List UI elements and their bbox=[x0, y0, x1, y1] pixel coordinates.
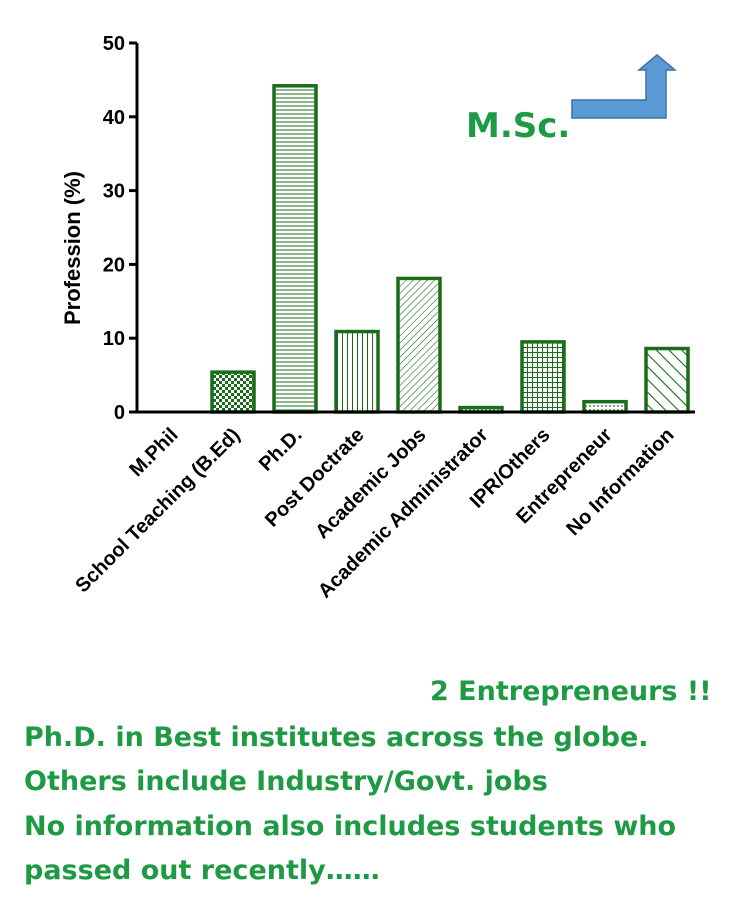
annotation-msc: M.Sc. bbox=[466, 106, 570, 146]
bar bbox=[520, 340, 566, 414]
y-tick-label: 20 bbox=[103, 254, 125, 276]
y-tick-label: 50 bbox=[103, 33, 125, 55]
bars-group bbox=[210, 84, 690, 414]
x-tick-label: Ph.D. bbox=[255, 424, 307, 476]
x-tick-label: Academic Jobs bbox=[311, 424, 430, 543]
y-tick-label: 10 bbox=[103, 328, 125, 350]
arrow-icon bbox=[571, 54, 678, 119]
y-tick-label: 30 bbox=[103, 181, 125, 203]
bar bbox=[644, 346, 690, 414]
y-ticks-group: 0 10 20 30 40 50 bbox=[103, 33, 137, 424]
x-tick-label: M.Phil bbox=[125, 424, 182, 481]
bar bbox=[210, 370, 256, 414]
bar bbox=[582, 399, 628, 414]
bar bbox=[396, 276, 442, 414]
y-tick-label: 0 bbox=[114, 402, 125, 424]
bar bbox=[272, 84, 318, 414]
x-tick-label: No Information bbox=[562, 424, 678, 540]
axes-group bbox=[135, 43, 695, 414]
y-axis-label: Profession (%) bbox=[60, 171, 85, 325]
bar bbox=[334, 329, 380, 414]
y-tick-label: 40 bbox=[103, 107, 125, 129]
